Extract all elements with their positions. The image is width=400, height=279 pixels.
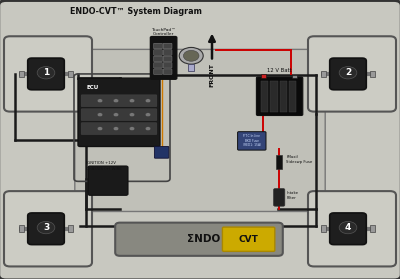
Text: TouchPad™
Controller: TouchPad™ Controller bbox=[151, 28, 176, 36]
Bar bbox=[19, 71, 24, 77]
FancyBboxPatch shape bbox=[28, 213, 64, 245]
FancyBboxPatch shape bbox=[154, 69, 162, 74]
FancyBboxPatch shape bbox=[88, 166, 128, 195]
Text: CHASSIS (+) WIRE: CHASSIS (+) WIRE bbox=[86, 167, 122, 171]
Circle shape bbox=[145, 127, 151, 131]
FancyBboxPatch shape bbox=[163, 43, 172, 49]
Bar bbox=[188, 64, 194, 71]
Text: Intake
Filter: Intake Filter bbox=[286, 191, 298, 199]
Circle shape bbox=[339, 222, 357, 234]
Bar bbox=[261, 81, 268, 112]
FancyBboxPatch shape bbox=[163, 62, 172, 68]
Circle shape bbox=[97, 113, 103, 117]
Text: ENDO-CVT™ System Diagram: ENDO-CVT™ System Diagram bbox=[70, 7, 202, 16]
FancyBboxPatch shape bbox=[256, 77, 303, 116]
FancyBboxPatch shape bbox=[274, 189, 285, 206]
Text: 4: 4 bbox=[345, 223, 351, 232]
FancyBboxPatch shape bbox=[154, 62, 162, 68]
Bar bbox=[19, 225, 24, 232]
Text: ΣNDO: ΣNDO bbox=[187, 234, 220, 244]
Text: (Maxi)
Sideswp Fuse: (Maxi) Sideswp Fuse bbox=[286, 155, 313, 164]
Bar bbox=[289, 81, 296, 112]
Text: ECU: ECU bbox=[86, 85, 98, 90]
FancyBboxPatch shape bbox=[308, 36, 396, 112]
Circle shape bbox=[145, 113, 151, 117]
Bar bbox=[68, 71, 73, 77]
FancyBboxPatch shape bbox=[154, 146, 169, 158]
FancyBboxPatch shape bbox=[28, 58, 64, 90]
Bar bbox=[280, 81, 287, 112]
Bar bbox=[292, 75, 297, 78]
Circle shape bbox=[97, 99, 103, 103]
FancyBboxPatch shape bbox=[4, 191, 92, 266]
FancyBboxPatch shape bbox=[308, 191, 396, 266]
FancyBboxPatch shape bbox=[78, 78, 160, 146]
FancyBboxPatch shape bbox=[163, 69, 172, 74]
Circle shape bbox=[129, 99, 135, 103]
Bar bbox=[370, 71, 375, 77]
FancyBboxPatch shape bbox=[154, 43, 162, 49]
FancyBboxPatch shape bbox=[154, 50, 162, 55]
Bar bbox=[276, 155, 282, 169]
Bar bbox=[68, 225, 73, 232]
Circle shape bbox=[339, 67, 357, 79]
Text: 3: 3 bbox=[43, 223, 49, 232]
Text: CVT: CVT bbox=[239, 235, 258, 244]
FancyBboxPatch shape bbox=[81, 95, 157, 107]
FancyBboxPatch shape bbox=[330, 213, 366, 245]
Text: P.T.C In-line
BKD Fuse
(RED1: 15A): P.T.C In-line BKD Fuse (RED1: 15A) bbox=[243, 134, 261, 148]
Circle shape bbox=[113, 127, 119, 131]
Text: FRONT: FRONT bbox=[210, 63, 214, 87]
FancyBboxPatch shape bbox=[154, 56, 162, 62]
Bar bbox=[321, 225, 326, 232]
FancyBboxPatch shape bbox=[115, 223, 283, 256]
Circle shape bbox=[113, 99, 119, 103]
FancyBboxPatch shape bbox=[330, 58, 366, 90]
FancyBboxPatch shape bbox=[4, 36, 92, 112]
Bar bbox=[270, 81, 278, 112]
FancyBboxPatch shape bbox=[238, 132, 266, 150]
FancyBboxPatch shape bbox=[163, 56, 172, 62]
Circle shape bbox=[183, 50, 199, 61]
Circle shape bbox=[97, 127, 103, 131]
Bar bbox=[261, 74, 266, 78]
Circle shape bbox=[129, 113, 135, 117]
FancyBboxPatch shape bbox=[222, 227, 275, 251]
Circle shape bbox=[37, 222, 55, 234]
FancyBboxPatch shape bbox=[163, 50, 172, 55]
Circle shape bbox=[113, 113, 119, 117]
Bar bbox=[321, 71, 326, 77]
Text: 12 V Batt: 12 V Batt bbox=[267, 68, 292, 73]
Bar bbox=[370, 225, 375, 232]
Text: 2: 2 bbox=[345, 68, 351, 77]
Text: 1: 1 bbox=[43, 68, 49, 77]
Circle shape bbox=[179, 47, 203, 64]
FancyBboxPatch shape bbox=[75, 49, 325, 211]
FancyBboxPatch shape bbox=[81, 109, 157, 121]
Text: IGNITION +12V: IGNITION +12V bbox=[86, 161, 116, 165]
FancyBboxPatch shape bbox=[81, 123, 157, 134]
Circle shape bbox=[145, 99, 151, 103]
Circle shape bbox=[37, 67, 55, 79]
Circle shape bbox=[129, 127, 135, 131]
FancyBboxPatch shape bbox=[150, 37, 177, 79]
